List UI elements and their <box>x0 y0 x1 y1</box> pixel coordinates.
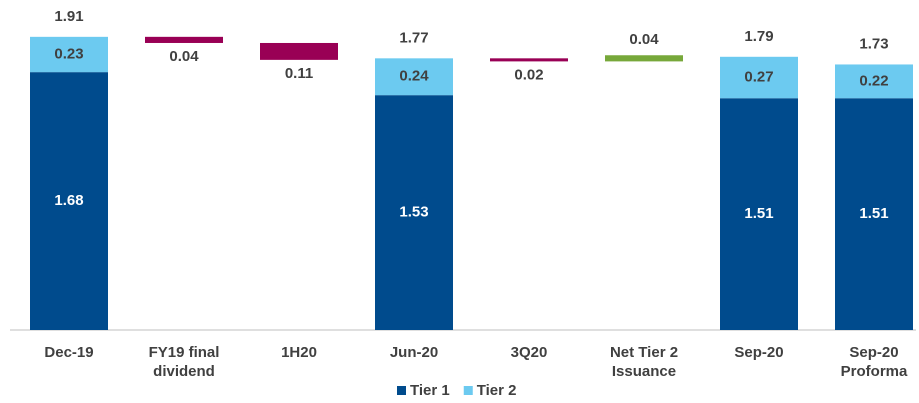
data-label: 1.51 <box>859 205 888 222</box>
data-label: 0.02 <box>514 66 543 83</box>
x-tick-label: 3Q20 <box>510 344 548 361</box>
data-label: 1.51 <box>744 205 773 222</box>
data-label: 1.53 <box>399 204 428 221</box>
x-tick-label: Dec-19 <box>44 344 94 361</box>
data-label: 0.27 <box>744 68 773 85</box>
x-tick-label: Net Tier 2 Issuance <box>609 344 679 380</box>
data-label: 0.22 <box>859 72 888 89</box>
bar-tier1 <box>30 72 108 331</box>
bar-tier2 <box>375 58 453 96</box>
data-label: 0.23 <box>54 45 83 62</box>
x-tick-label: Sep-20 <box>734 344 784 361</box>
x-tick-label: FY19 final dividend <box>148 344 220 380</box>
total-label: 1.91 <box>54 8 83 25</box>
bar-change <box>490 58 568 62</box>
x-tick-label: 1H20 <box>281 344 317 361</box>
total-label: 1.77 <box>399 29 428 46</box>
bar-change <box>260 42 338 60</box>
bar-tier1 <box>375 95 453 331</box>
legend-swatch <box>397 386 406 395</box>
x-tick-label: Jun-20 <box>389 344 439 361</box>
data-label: 0.24 <box>399 68 429 85</box>
legend-swatch <box>463 386 473 395</box>
data-label: 1.68 <box>54 192 83 209</box>
total-label: 1.73 <box>859 35 888 52</box>
bar-change <box>145 36 223 43</box>
bar-tier2 <box>720 56 798 99</box>
bar-tier1 <box>835 98 913 330</box>
x-tick-label: Sep-20 Proforma <box>840 344 908 380</box>
bar-change <box>605 55 683 62</box>
bar-tier2 <box>30 36 108 73</box>
data-label: 0.11 <box>285 65 313 82</box>
bar-tier2 <box>835 64 913 99</box>
bar-tier1 <box>720 98 798 330</box>
data-label: 0.04 <box>169 48 199 65</box>
legend-label: Tier 1 <box>410 382 450 399</box>
legend-label: Tier 2 <box>477 382 517 399</box>
total-label: 1.79 <box>744 28 773 45</box>
data-label: 0.04 <box>629 31 659 48</box>
